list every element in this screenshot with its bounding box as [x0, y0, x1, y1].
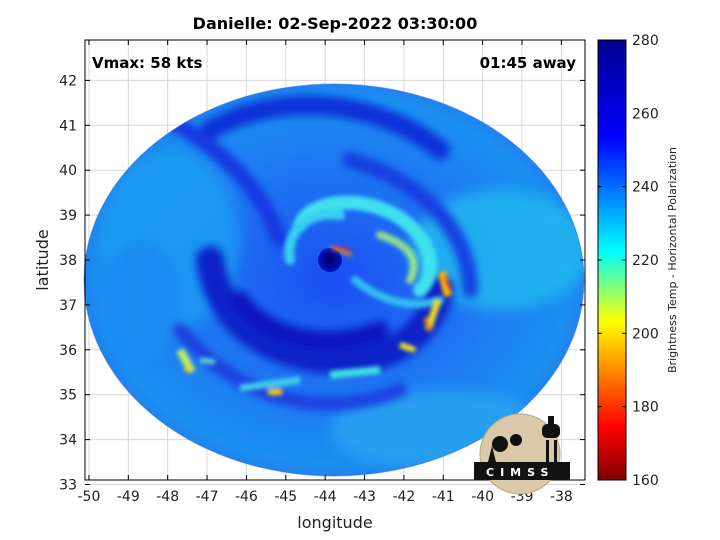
x-tick-label: -38	[550, 489, 573, 505]
y-tick-label: 35	[59, 388, 77, 404]
colorbar-ticks: 160 180 200 220 240 260 280	[598, 33, 659, 489]
x-tick-label: -46	[235, 489, 258, 505]
x-tick-label: -49	[117, 489, 140, 505]
y-tick-label: 41	[59, 118, 77, 134]
colorbar	[597, 39, 627, 481]
x-tick-label: -41	[432, 489, 455, 505]
x-tick-label: -50	[77, 489, 100, 505]
colorbar-tick-label: 220	[632, 253, 659, 269]
x-tick-label: -43	[353, 489, 376, 505]
y-tick-label: 36	[59, 343, 77, 359]
chart-title: Danielle: 02-Sep-2022 03:30:00	[193, 14, 478, 33]
y-tick-label: 40	[59, 163, 77, 179]
brightness-temp-swath	[84, 84, 584, 476]
y-tick-label: 38	[59, 253, 77, 269]
y-tick-label: 37	[59, 298, 77, 314]
colorbar-tick-label: 260	[632, 106, 659, 122]
cimss-logo: CIMSS	[474, 413, 570, 495]
colorbar-label: Brightness Temp - Horizontal Polarizatio…	[666, 147, 679, 373]
x-axis-label: longitude	[297, 513, 372, 532]
y-tick-label: 39	[59, 208, 77, 224]
x-tick-label: -40	[471, 489, 494, 505]
colorbar-tick-label: 280	[632, 33, 659, 49]
colorbar-tick-label: 240	[632, 180, 659, 196]
colorbar-tick-label: 180	[632, 400, 659, 416]
y-tick-label: 33	[59, 477, 77, 493]
time-away-annotation: 01:45 away	[480, 54, 577, 72]
logo-text: CIMSS	[486, 466, 554, 479]
y-axis: 33 34 35 36 37 38 39 40 41 42	[59, 73, 585, 493]
y-axis-label: latitude	[33, 229, 52, 290]
x-tick-label: -47	[196, 489, 219, 505]
x-tick-label: -44	[314, 489, 337, 505]
y-tick-label: 42	[59, 73, 77, 89]
vmax-annotation: Vmax: 58 kts	[92, 54, 202, 72]
x-tick-label: -45	[274, 489, 297, 505]
x-tick-label: -42	[392, 489, 415, 505]
y-tick-label: 34	[59, 433, 77, 449]
swath-edge	[83, 83, 585, 477]
colorbar-tick-label: 160	[632, 473, 659, 489]
colorbar-tick-label: 200	[632, 326, 659, 342]
x-tick-label: -48	[156, 489, 179, 505]
